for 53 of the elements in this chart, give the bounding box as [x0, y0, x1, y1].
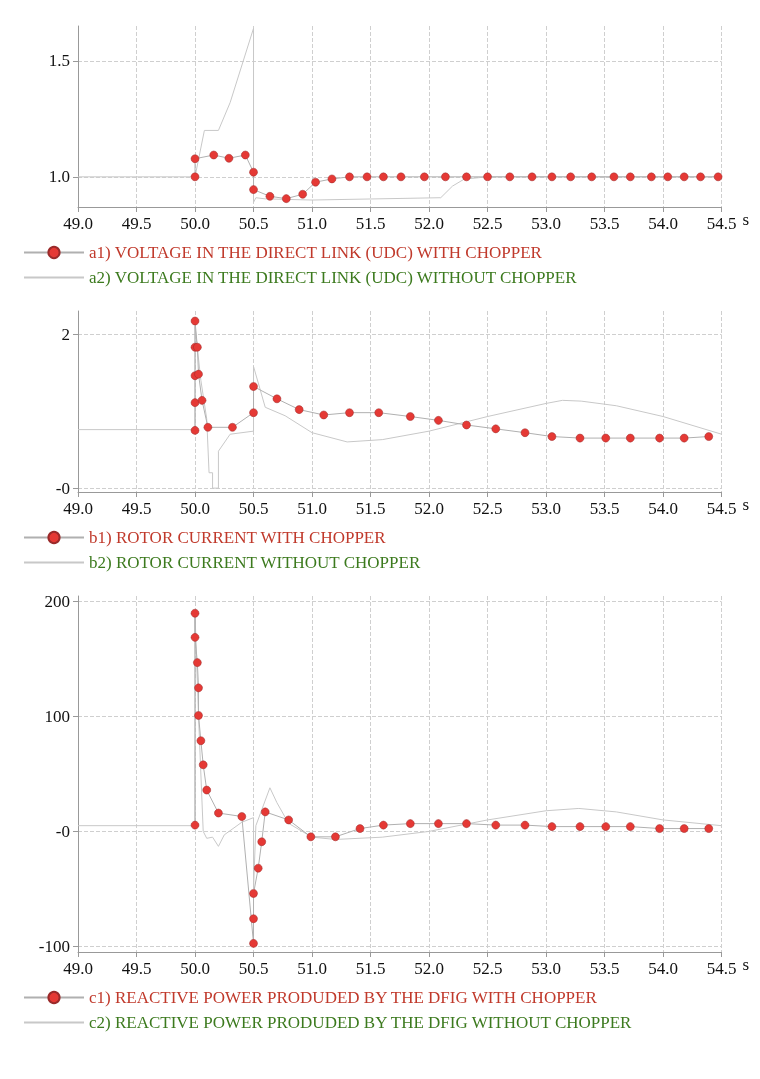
x-tick-label: 49.0: [63, 214, 93, 233]
x-axis-title: s: [742, 955, 750, 974]
x-tick-label: 50.5: [238, 959, 269, 978]
x-tick-label: 49.5: [121, 499, 152, 518]
x-tick-label: 50.0: [180, 959, 210, 978]
x-tick-label: 53.0: [531, 499, 561, 518]
x-tick-label: 51.0: [297, 499, 327, 518]
x-axis-title: s: [742, 210, 750, 229]
y-tick-label: 2: [61, 324, 70, 344]
x-tick-label: 53.5: [589, 499, 620, 518]
x-tick-label: 49.5: [121, 214, 152, 233]
x-tick-label: 52.5: [472, 214, 503, 233]
y-tick-label: -0: [55, 821, 70, 841]
x-tick-label: 54.5: [706, 214, 737, 233]
x-tick-label: 50.0: [180, 214, 210, 233]
x-tick-label: 54.5: [706, 959, 737, 978]
x-tick-label: 54.0: [648, 959, 678, 978]
x-tick-label: 51.0: [297, 959, 327, 978]
x-tick-label: 49.0: [63, 499, 93, 518]
y-tick-label: -0: [55, 478, 70, 498]
y-tick-label: 1.5: [48, 51, 70, 71]
legend-label: c2) REACTIVE POWER PRODUDED BY THE DFIG WITHOUT CHOPPER: [89, 1013, 633, 1032]
x-tick-label: 52.5: [472, 959, 503, 978]
legend-label: a1) VOLTAGE IN THE DIRECT LINK (UDC) WITH CHOPPER: [89, 243, 543, 262]
x-tick-label: 52.0: [414, 959, 444, 978]
y-tick-label: 200: [44, 592, 70, 612]
x-tick-label: 53.0: [531, 214, 561, 233]
legend-label: c1) REACTIVE POWER PRODUDED BY THE DFIG WITH CHOPPER: [89, 988, 598, 1007]
x-tick-label: 49.0: [63, 959, 93, 978]
x-tick-label: 53.5: [589, 959, 620, 978]
x-tick-label: 52.5: [472, 499, 503, 518]
legend-label: a2) VOLTAGE IN THE DIRECT LINK (UDC) WITHOUT CHOPPER: [89, 268, 578, 287]
x-axis-title: s: [742, 495, 750, 514]
x-tick-label: 54.0: [648, 499, 678, 518]
y-tick-label: -100: [38, 936, 70, 956]
y-tick-label: 100: [44, 707, 70, 727]
x-tick-label: 52.0: [414, 214, 444, 233]
x-tick-label: 51.5: [355, 214, 386, 233]
x-tick-label: 50.5: [238, 214, 269, 233]
y-tick-label: 1.0: [48, 167, 70, 187]
x-tick-label: 54.5: [706, 499, 737, 518]
x-tick-label: 54.0: [648, 214, 678, 233]
legend-label: b1) ROTOR CURRENT WITH CHOPPER: [89, 528, 387, 547]
x-tick-label: 51.5: [355, 499, 386, 518]
x-tick-label: 51.0: [297, 214, 327, 233]
x-tick-label: 49.5: [121, 959, 152, 978]
legend-label: b2) ROTOR CURRENT WITHOUT CHOPPER: [89, 553, 421, 572]
x-tick-label: 51.5: [355, 959, 386, 978]
x-tick-label: 50.0: [180, 499, 210, 518]
x-tick-label: 50.5: [238, 499, 269, 518]
x-tick-label: 52.0: [414, 499, 444, 518]
x-tick-label: 53.0: [531, 959, 561, 978]
x-tick-label: 53.5: [589, 214, 620, 233]
